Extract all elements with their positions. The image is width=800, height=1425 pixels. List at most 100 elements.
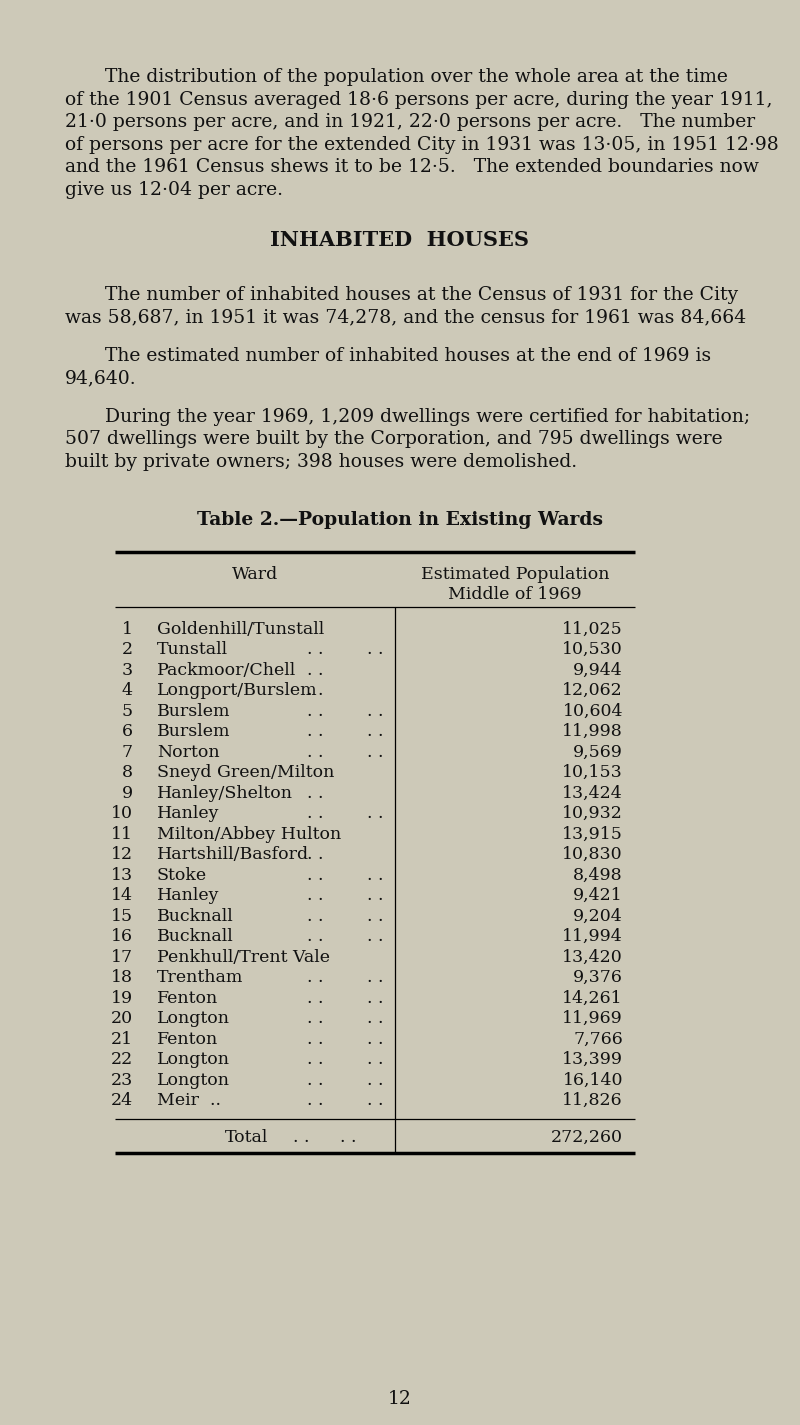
Text: . .: . .	[366, 1072, 383, 1089]
Text: Milton/Abbey Hulton: Milton/Abbey Hulton	[157, 825, 342, 842]
Text: . .: . .	[306, 866, 323, 884]
Text: Longton: Longton	[157, 1052, 230, 1069]
Text: 23: 23	[110, 1072, 133, 1089]
Text: 9,204: 9,204	[574, 908, 623, 925]
Text: 4: 4	[122, 683, 133, 700]
Text: 18: 18	[111, 969, 133, 986]
Text: 8: 8	[122, 764, 133, 781]
Text: 24: 24	[111, 1092, 133, 1109]
Text: During the year 1969, 1,209 dwellings were certified for habitation;: During the year 1969, 1,209 dwellings we…	[105, 408, 750, 426]
Text: . .: . .	[306, 888, 323, 905]
Text: 21: 21	[111, 1030, 133, 1047]
Text: . .: . .	[306, 928, 323, 945]
Text: 12,062: 12,062	[562, 683, 623, 700]
Text: . .: . .	[366, 744, 383, 761]
Text: Packmoor/Chell: Packmoor/Chell	[157, 661, 296, 678]
Text: 9,569: 9,569	[573, 744, 623, 761]
Text: 22: 22	[110, 1052, 133, 1069]
Text: Hanley/Shelton: Hanley/Shelton	[157, 785, 293, 802]
Text: 13: 13	[111, 866, 133, 884]
Text: . .: . .	[366, 724, 383, 740]
Text: . .: . .	[306, 703, 323, 720]
Text: . .: . .	[366, 969, 383, 986]
Text: 10,153: 10,153	[562, 764, 623, 781]
Text: 20: 20	[111, 1010, 133, 1027]
Text: of the 1901 Census averaged 18·6 persons per acre, during the year 1911,: of the 1901 Census averaged 18·6 persons…	[65, 91, 773, 108]
Text: 5: 5	[122, 703, 133, 720]
Text: . .: . .	[306, 908, 323, 925]
Text: Penkhull/Trent Vale: Penkhull/Trent Vale	[157, 949, 330, 966]
Text: of persons per acre for the extended City in 1931 was 13·05, in 1951 12·98: of persons per acre for the extended Cit…	[65, 135, 778, 154]
Text: Table 2.—Population in Existing Wards: Table 2.—Population in Existing Wards	[197, 512, 603, 529]
Text: . .: . .	[306, 1030, 323, 1047]
Text: 12: 12	[388, 1389, 412, 1408]
Text: Middle of 1969: Middle of 1969	[448, 586, 582, 603]
Text: Fenton: Fenton	[157, 990, 218, 1006]
Text: Meir  ..: Meir ..	[157, 1092, 221, 1109]
Text: and the 1961 Census shews it to be 12·5.   The extended boundaries now: and the 1961 Census shews it to be 12·5.…	[65, 158, 759, 177]
Text: was 58,687, in 1951 it was 74,278, and the census for 1961 was 84,664: was 58,687, in 1951 it was 74,278, and t…	[65, 309, 746, 326]
Text: . .: . .	[340, 1129, 357, 1146]
Text: 11,994: 11,994	[562, 928, 623, 945]
Text: 9,944: 9,944	[574, 661, 623, 678]
Text: . .: . .	[306, 724, 323, 740]
Text: 11,826: 11,826	[562, 1092, 623, 1109]
Text: . .: . .	[306, 1092, 323, 1109]
Text: Total: Total	[225, 1129, 268, 1146]
Text: Bucknall: Bucknall	[157, 908, 234, 925]
Text: . .: . .	[306, 683, 323, 700]
Text: . .: . .	[306, 990, 323, 1006]
Text: 12: 12	[111, 846, 133, 864]
Text: Hanley: Hanley	[157, 805, 219, 822]
Text: INHABITED  HOUSES: INHABITED HOUSES	[270, 229, 530, 249]
Text: 8,498: 8,498	[574, 866, 623, 884]
Text: 3: 3	[122, 661, 133, 678]
Text: Fenton: Fenton	[157, 1030, 218, 1047]
Text: . .: . .	[306, 785, 323, 802]
Text: 21·0 persons per acre, and in 1921, 22·0 persons per acre.   The number: 21·0 persons per acre, and in 1921, 22·0…	[65, 113, 755, 131]
Text: . .: . .	[293, 1129, 310, 1146]
Text: Hanley: Hanley	[157, 888, 219, 905]
Text: 2: 2	[122, 641, 133, 658]
Text: 507 dwellings were built by the Corporation, and 795 dwellings were: 507 dwellings were built by the Corporat…	[65, 430, 722, 449]
Text: built by private owners; 398 houses were demolished.: built by private owners; 398 houses were…	[65, 453, 577, 470]
Text: . .: . .	[306, 641, 323, 658]
Text: Longton: Longton	[157, 1072, 230, 1089]
Text: 9,421: 9,421	[574, 888, 623, 905]
Text: Longton: Longton	[157, 1010, 230, 1027]
Text: Sneyd Green/Milton: Sneyd Green/Milton	[157, 764, 334, 781]
Text: . .: . .	[366, 1030, 383, 1047]
Text: . .: . .	[306, 661, 323, 678]
Text: . .: . .	[366, 928, 383, 945]
Text: . .: . .	[366, 805, 383, 822]
Text: 11,025: 11,025	[562, 621, 623, 638]
Text: 7: 7	[122, 744, 133, 761]
Text: 16,140: 16,140	[562, 1072, 623, 1089]
Text: The number of inhabited houses at the Census of 1931 for the City: The number of inhabited houses at the Ce…	[105, 286, 738, 305]
Text: Bucknall: Bucknall	[157, 928, 234, 945]
Text: 10,830: 10,830	[562, 846, 623, 864]
Text: 14: 14	[111, 888, 133, 905]
Text: 9,376: 9,376	[573, 969, 623, 986]
Text: . .: . .	[366, 866, 383, 884]
Text: 19: 19	[111, 990, 133, 1006]
Text: Tunstall: Tunstall	[157, 641, 228, 658]
Text: 10: 10	[111, 805, 133, 822]
Text: 14,261: 14,261	[562, 990, 623, 1006]
Text: Goldenhill/Tunstall: Goldenhill/Tunstall	[157, 621, 324, 638]
Text: . .: . .	[306, 969, 323, 986]
Text: Longport/Burslem: Longport/Burslem	[157, 683, 318, 700]
Text: . .: . .	[306, 744, 323, 761]
Text: Trentham: Trentham	[157, 969, 243, 986]
Text: . .: . .	[306, 1052, 323, 1069]
Text: 13,420: 13,420	[562, 949, 623, 966]
Text: 11,998: 11,998	[562, 724, 623, 740]
Text: Norton: Norton	[157, 744, 220, 761]
Text: . .: . .	[306, 805, 323, 822]
Text: 6: 6	[122, 724, 133, 740]
Text: 10,932: 10,932	[562, 805, 623, 822]
Text: Hartshill/Basford: Hartshill/Basford	[157, 846, 309, 864]
Text: 15: 15	[111, 908, 133, 925]
Text: 272,260: 272,260	[551, 1129, 623, 1146]
Text: 7,766: 7,766	[574, 1030, 623, 1047]
